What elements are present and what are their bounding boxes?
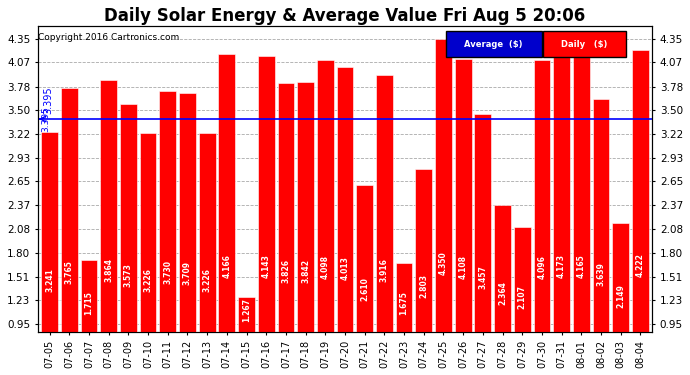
Bar [632,50,649,375]
Bar [179,93,196,375]
Bar [455,59,471,375]
Bar [514,227,531,375]
Title: Daily Solar Energy & Average Value Fri Aug 5 20:06: Daily Solar Energy & Average Value Fri A… [104,7,586,25]
Text: 1.267: 1.267 [242,298,251,322]
Text: 3.730: 3.730 [164,261,172,285]
Bar [415,168,432,375]
Text: Average  ($): Average ($) [464,40,523,49]
Text: 2.107: 2.107 [518,285,526,309]
Text: 3.709: 3.709 [183,261,192,285]
Text: 4.165: 4.165 [577,254,586,278]
Bar [81,260,97,375]
Bar [395,263,413,375]
Text: 2.149: 2.149 [616,284,625,308]
Bar [533,60,550,375]
Text: 3.457: 3.457 [478,265,487,289]
Bar [376,75,393,375]
Text: 3.226: 3.226 [144,268,152,292]
Text: 4.222: 4.222 [636,253,645,277]
FancyBboxPatch shape [446,31,542,57]
Text: 3.226: 3.226 [203,268,212,292]
Bar [475,114,491,375]
Bar [553,54,570,375]
Text: 3.639: 3.639 [596,262,605,286]
Bar [258,56,275,375]
Text: 2.364: 2.364 [498,281,507,305]
Bar [435,39,452,375]
Text: 1.715: 1.715 [85,291,94,315]
Text: 3.241: 3.241 [45,268,54,292]
Bar [159,91,176,375]
Text: 2.803: 2.803 [420,274,428,298]
Bar [612,223,629,375]
Bar [297,82,314,375]
Text: 3.842: 3.842 [301,259,310,283]
Text: Daily   ($): Daily ($) [562,40,608,49]
Text: 3.395: 3.395 [41,106,50,132]
Bar [61,88,78,375]
Text: 3.826: 3.826 [282,259,290,283]
Bar [199,133,215,375]
Text: 3.573: 3.573 [124,263,133,287]
Text: 4.166: 4.166 [222,254,231,278]
Text: 4.096: 4.096 [538,255,546,279]
Text: 4.098: 4.098 [321,255,330,279]
Bar [356,185,373,375]
Bar [277,83,295,375]
FancyBboxPatch shape [544,31,627,57]
Bar [219,54,235,375]
Bar [238,297,255,375]
Text: 3.765: 3.765 [65,260,74,284]
Text: 1.675: 1.675 [400,291,408,315]
Text: 3.916: 3.916 [380,258,389,282]
Bar [593,99,609,375]
Text: 3.864: 3.864 [104,258,113,282]
Bar [317,60,334,375]
Bar [494,205,511,375]
Text: 4.173: 4.173 [557,254,566,278]
Text: 4.108: 4.108 [459,255,468,279]
Bar [140,133,157,375]
Bar [41,132,58,375]
Text: 4.143: 4.143 [262,254,270,278]
Bar [573,54,590,375]
Bar [120,104,137,375]
Bar [100,80,117,375]
Text: 4.350: 4.350 [439,251,448,275]
Text: 4.013: 4.013 [340,256,350,280]
Text: 3.395: 3.395 [43,86,54,114]
Bar [337,67,353,375]
Text: Copyright 2016 Cartronics.com: Copyright 2016 Cartronics.com [38,33,179,42]
Text: 2.610: 2.610 [360,278,369,302]
